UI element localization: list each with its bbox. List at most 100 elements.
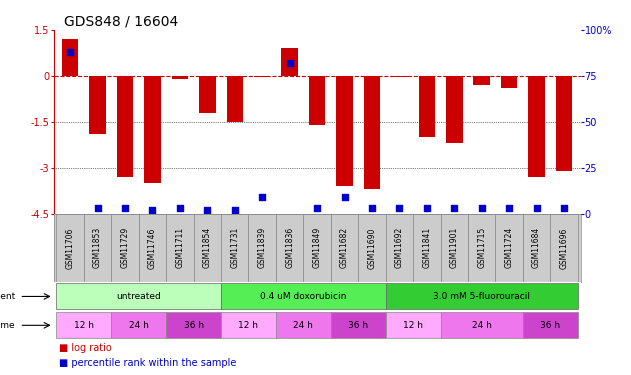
Text: ■ log ratio: ■ log ratio [59, 343, 112, 352]
FancyBboxPatch shape [358, 214, 386, 282]
Text: GSM11711: GSM11711 [175, 227, 184, 268]
Text: 24 h: 24 h [129, 321, 149, 330]
FancyBboxPatch shape [440, 214, 468, 282]
Bar [117, 76, 133, 177]
Text: GSM11692: GSM11692 [395, 227, 404, 268]
Text: ■ percentile rank within the sample: ■ percentile rank within the sample [59, 358, 236, 368]
Bar [501, 76, 517, 88]
Text: GSM11853: GSM11853 [93, 227, 102, 268]
Text: 12 h: 12 h [239, 321, 259, 330]
Point [257, 194, 268, 200]
Text: 24 h: 24 h [293, 321, 314, 330]
Bar [254, 76, 271, 78]
FancyBboxPatch shape [386, 214, 413, 282]
FancyBboxPatch shape [276, 214, 304, 282]
Text: GSM11836: GSM11836 [285, 227, 294, 268]
Point [367, 205, 377, 211]
Point [422, 205, 432, 211]
FancyBboxPatch shape [331, 312, 386, 338]
Bar [528, 76, 545, 177]
Point [175, 205, 185, 211]
FancyBboxPatch shape [56, 284, 221, 309]
Text: GSM11854: GSM11854 [203, 227, 212, 268]
Bar [556, 76, 572, 171]
Text: 12 h: 12 h [403, 321, 423, 330]
Text: GSM11706: GSM11706 [66, 227, 74, 268]
Bar [473, 76, 490, 85]
Bar [391, 76, 408, 78]
Point [504, 205, 514, 211]
Text: 3.0 mM 5-fluorouracil: 3.0 mM 5-fluorouracil [433, 292, 530, 301]
Point [203, 207, 213, 213]
Text: GSM11682: GSM11682 [340, 227, 349, 268]
Text: 0.4 uM doxorubicin: 0.4 uM doxorubicin [260, 292, 346, 301]
FancyBboxPatch shape [84, 214, 111, 282]
Bar [144, 76, 161, 183]
FancyBboxPatch shape [56, 214, 84, 282]
FancyBboxPatch shape [276, 312, 331, 338]
FancyBboxPatch shape [139, 214, 166, 282]
Text: GDS848 / 16604: GDS848 / 16604 [64, 15, 179, 29]
FancyBboxPatch shape [331, 214, 358, 282]
Bar [281, 48, 298, 76]
Point [312, 205, 322, 211]
Point [120, 205, 130, 211]
Point [531, 205, 541, 211]
FancyBboxPatch shape [166, 312, 221, 338]
Point [559, 205, 569, 211]
Bar [336, 76, 353, 186]
Point [449, 205, 459, 211]
Point [65, 49, 75, 55]
Text: GSM11690: GSM11690 [367, 227, 377, 268]
Text: GSM11715: GSM11715 [477, 227, 487, 268]
Bar [62, 39, 78, 76]
FancyBboxPatch shape [304, 214, 331, 282]
Bar [446, 76, 463, 143]
Text: GSM11729: GSM11729 [121, 227, 129, 268]
FancyBboxPatch shape [386, 312, 440, 338]
Bar [309, 76, 326, 125]
FancyBboxPatch shape [249, 214, 276, 282]
Text: GSM11841: GSM11841 [422, 227, 432, 268]
Bar [172, 76, 188, 79]
FancyBboxPatch shape [194, 214, 221, 282]
FancyBboxPatch shape [56, 312, 111, 338]
FancyBboxPatch shape [550, 214, 578, 282]
FancyBboxPatch shape [111, 312, 166, 338]
Text: agent: agent [0, 292, 16, 301]
FancyBboxPatch shape [166, 214, 194, 282]
FancyBboxPatch shape [221, 284, 386, 309]
Point [394, 205, 404, 211]
Text: GSM11684: GSM11684 [532, 227, 541, 268]
FancyBboxPatch shape [221, 214, 249, 282]
FancyBboxPatch shape [440, 312, 523, 338]
Text: GSM11746: GSM11746 [148, 227, 157, 268]
FancyBboxPatch shape [111, 214, 139, 282]
Text: GSM11839: GSM11839 [257, 227, 267, 268]
Text: untreated: untreated [116, 292, 161, 301]
Text: GSM11901: GSM11901 [450, 227, 459, 268]
FancyBboxPatch shape [523, 312, 578, 338]
Bar [90, 76, 106, 134]
Point [230, 207, 240, 213]
Text: GSM11731: GSM11731 [230, 227, 239, 268]
FancyBboxPatch shape [413, 214, 440, 282]
FancyBboxPatch shape [495, 214, 523, 282]
Text: GSM11696: GSM11696 [560, 227, 569, 268]
FancyBboxPatch shape [523, 214, 550, 282]
Text: time: time [0, 321, 16, 330]
Point [93, 205, 103, 211]
Bar [418, 76, 435, 137]
Bar [363, 76, 380, 189]
Text: 36 h: 36 h [348, 321, 369, 330]
FancyBboxPatch shape [221, 312, 276, 338]
Point [148, 207, 158, 213]
Bar [227, 76, 243, 122]
Text: GSM11724: GSM11724 [505, 227, 514, 268]
Point [339, 194, 350, 200]
Point [476, 205, 487, 211]
Point [285, 60, 295, 66]
FancyBboxPatch shape [468, 214, 495, 282]
Text: 36 h: 36 h [184, 321, 204, 330]
Text: 36 h: 36 h [540, 321, 560, 330]
